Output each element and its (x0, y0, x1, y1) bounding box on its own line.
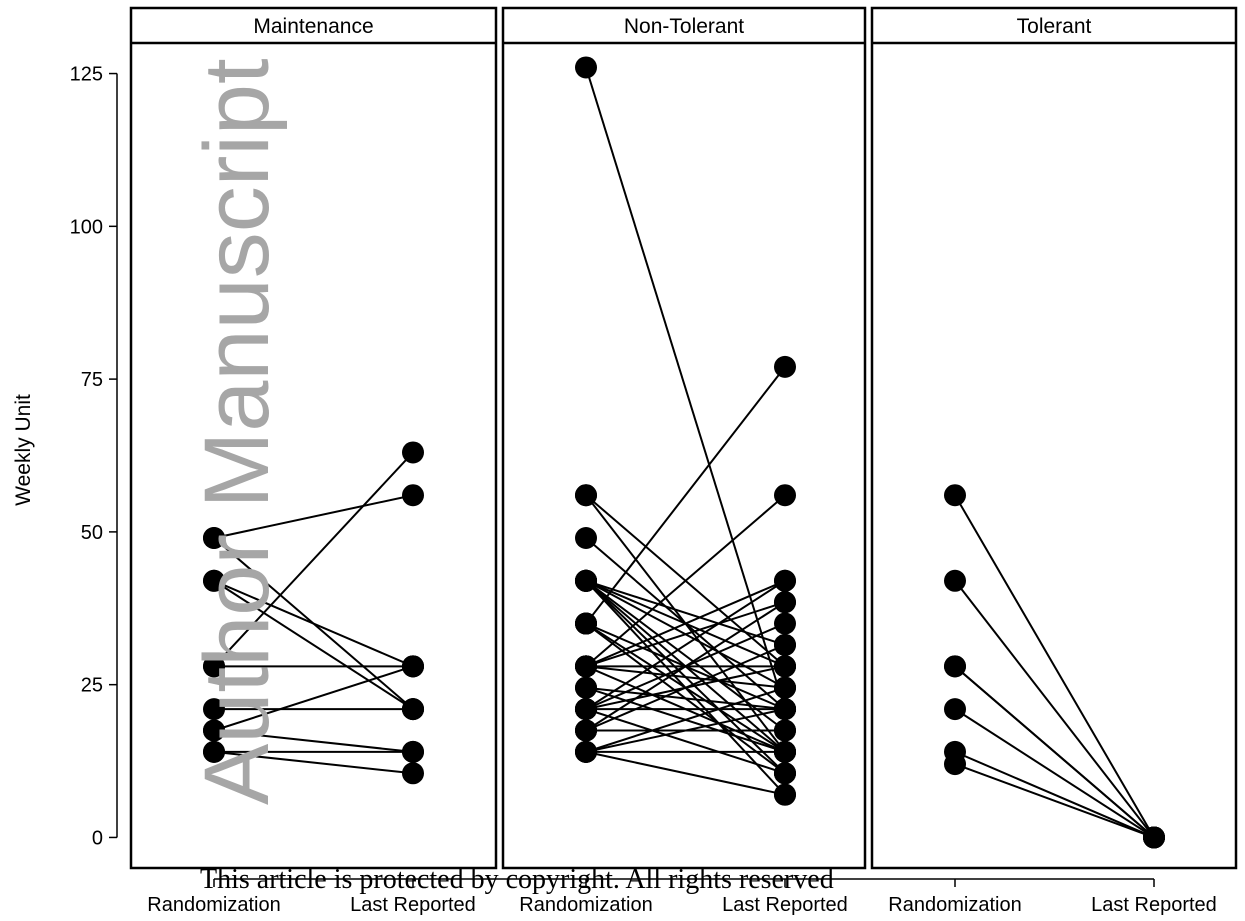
series-line (585, 750, 786, 796)
panel-tolerant: Tolerant (870, 6, 1238, 870)
point-randomization (575, 740, 597, 763)
point-last-reported (774, 569, 796, 592)
point-last-reported (774, 484, 796, 507)
strip-label: Non-Tolerant (624, 15, 744, 38)
point-randomization (944, 484, 966, 507)
y-tick-label: 0 (92, 827, 103, 849)
point-randomization (203, 719, 225, 742)
series-line (585, 601, 786, 732)
series-line (213, 579, 414, 710)
y-tick-label: 50 (81, 522, 103, 544)
point-randomization (575, 719, 597, 742)
series-line (954, 494, 1155, 838)
series-line (213, 451, 414, 668)
point-last-reported (402, 441, 424, 464)
series-line (954, 708, 1155, 839)
series-line (954, 763, 1155, 839)
x-axis: Randomization Last Reported Randomization L… (147, 878, 1217, 916)
point-last-reported (774, 633, 796, 656)
panel-non-tolerant: Non-Tolerant (501, 6, 867, 870)
copyright-notice: This article is protected by copyright. … (200, 864, 834, 895)
series-line (213, 579, 414, 668)
point-last-reported (774, 612, 796, 635)
strip-label: Maintenance (253, 15, 373, 38)
series-line (585, 686, 786, 753)
x-tick-label: Randomization (888, 894, 1021, 916)
panel-maintenance: Maintenance (129, 6, 498, 870)
series-line (585, 579, 786, 668)
x-tick-label: Last Reported (722, 894, 848, 916)
series-line (585, 366, 786, 625)
point-randomization (575, 569, 597, 592)
point-last-reported (774, 762, 796, 785)
point-randomization (203, 527, 225, 549)
panel-frame (501, 6, 867, 870)
point-randomization (944, 655, 966, 678)
y-tick-label: 125 (70, 64, 103, 86)
point-randomization (575, 655, 597, 678)
panel-frame (870, 6, 1238, 870)
series-line (954, 750, 1155, 839)
series-line (213, 494, 414, 539)
point-randomization (944, 698, 966, 721)
point-last-reported (774, 676, 796, 699)
point-last-reported (774, 355, 796, 378)
point-randomization (203, 740, 225, 763)
series-line (585, 579, 786, 710)
point-randomization (575, 676, 597, 699)
point-last-reported (774, 783, 796, 806)
series-line (213, 750, 414, 775)
point-randomization (575, 698, 597, 721)
point-last-reported (402, 698, 424, 721)
series-line (213, 665, 414, 732)
panels-layer: Maintenance Non-Tolerant Tolerant (129, 6, 1238, 870)
point-randomization (944, 569, 966, 592)
point-last-reported (402, 740, 424, 763)
point-randomization (575, 484, 597, 507)
series-line (954, 665, 1155, 839)
point-randomization (575, 527, 597, 549)
point-randomization (944, 753, 966, 776)
point-last-reported (774, 719, 796, 742)
point-last-reported (774, 698, 796, 721)
x-tick-label: Randomization (519, 894, 652, 916)
x-tick-label: Last Reported (350, 894, 476, 916)
watermark: Author Manuscript (186, 58, 288, 805)
y-axis-label: Weekly Unit (12, 394, 35, 506)
series-line (585, 686, 786, 711)
series-line (585, 708, 786, 753)
point-last-reported (774, 740, 796, 763)
series-line (585, 601, 786, 668)
point-randomization (203, 655, 225, 678)
point-randomization (575, 612, 597, 635)
point-randomization (203, 569, 225, 592)
series-line (585, 579, 786, 646)
point-randomization (575, 56, 597, 79)
series-line (585, 644, 786, 732)
point-last-reported (774, 591, 796, 614)
x-tick-label: Last Reported (1091, 894, 1217, 916)
point-last-reported (402, 655, 424, 678)
point-randomization (203, 698, 225, 721)
y-axis: 0 25 50 75 100 125 (70, 64, 118, 849)
point-last-reported (774, 655, 796, 678)
point-last-reported (402, 762, 424, 785)
series-line (585, 665, 786, 689)
y-tick-label: 100 (70, 216, 103, 238)
panel-frame (129, 6, 498, 870)
series-line (585, 494, 786, 668)
point-last-reported (402, 484, 424, 507)
point-last-reported (1143, 826, 1165, 849)
y-tick-label: 75 (81, 369, 103, 391)
series-line (585, 708, 786, 775)
x-tick-label: Randomization (147, 894, 280, 916)
strip-label: Tolerant (1017, 15, 1092, 38)
y-tick-label: 25 (81, 675, 103, 697)
series-line (954, 580, 1155, 839)
series-line (213, 729, 414, 753)
